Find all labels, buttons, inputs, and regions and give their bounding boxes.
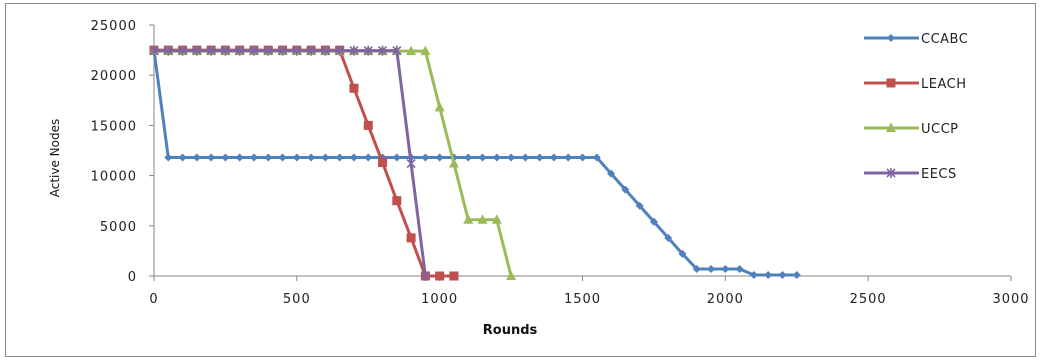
- data-point-eecs: [407, 159, 415, 169]
- data-point-leach: [435, 272, 444, 281]
- y-tick-label: 5000: [100, 220, 137, 235]
- data-point-ccabc: [579, 154, 587, 162]
- data-point-ccabc: [350, 154, 358, 162]
- legend-label: EECS: [921, 167, 957, 182]
- data-point-leach: [392, 196, 401, 205]
- data-point-ccabc: [164, 154, 172, 162]
- x-tick-label: 500: [283, 292, 311, 307]
- line-chart: 0 5000 10000 15000 20000 25000 0 500 1000 1500 200…: [6, 4, 1037, 358]
- data-point-ccabc: [564, 154, 572, 162]
- data-point-ccabc: [464, 154, 472, 162]
- legend-marker-leach: [887, 79, 896, 88]
- data-point-ccabc: [521, 154, 529, 162]
- data-point-ccabc: [507, 154, 515, 162]
- data-point-ccabc: [778, 271, 786, 279]
- data-point-ccabc: [707, 265, 715, 273]
- data-point-ccabc: [721, 265, 729, 273]
- data-point-ccabc: [264, 154, 272, 162]
- y-tick-label: 0: [128, 270, 137, 285]
- y-axis-title: Active Nodes: [48, 119, 62, 198]
- legend-label: UCCP: [921, 122, 959, 137]
- data-point-ccabc: [221, 154, 229, 162]
- y-tick-label: 10000: [91, 170, 137, 185]
- x-tick-label: 1500: [564, 292, 601, 307]
- x-axis-title: Rounds: [483, 323, 538, 338]
- data-point-ccabc: [179, 154, 187, 162]
- data-point-ccabc: [793, 271, 801, 279]
- data-point-uccp: [506, 271, 516, 281]
- x-tick-label: 2000: [707, 292, 744, 307]
- x-tick-label: 3000: [992, 292, 1029, 307]
- data-point-ccabc: [764, 271, 772, 279]
- data-point-ccabc: [493, 154, 501, 162]
- data-point-uccp: [449, 158, 459, 168]
- data-point-leach: [364, 121, 373, 130]
- data-point-ccabc: [321, 154, 329, 162]
- data-point-leach: [349, 84, 358, 93]
- data-point-leach: [449, 272, 458, 281]
- axes: 0 5000 10000 15000 20000 25000 0 500 1000 1500 200…: [91, 19, 1030, 307]
- chart-frame: 0 5000 10000 15000 20000 25000 0 500 1000 1500 200…: [5, 3, 1036, 357]
- x-tick-label: 2500: [850, 292, 887, 307]
- data-point-ccabc: [436, 154, 444, 162]
- data-point-ccabc: [293, 154, 301, 162]
- data-point-leach: [378, 158, 387, 167]
- y-tick-label: 25000: [91, 19, 137, 34]
- y-tick-label: 15000: [91, 119, 137, 134]
- data-point-ccabc: [279, 154, 287, 162]
- data-point-ccabc: [207, 154, 215, 162]
- data-point-ccabc: [421, 154, 429, 162]
- legend-item-ccabc: CCABC: [864, 32, 968, 47]
- legend-item-leach: LEACH: [864, 77, 966, 92]
- data-point-ccabc: [193, 154, 201, 162]
- legend: CCABC LEACH UCCP EECS: [864, 32, 968, 182]
- legend-item-uccp: UCCP: [864, 122, 959, 137]
- series-line-ccabc: [154, 50, 797, 275]
- data-point-ccabc: [364, 154, 372, 162]
- series-layer: [149, 46, 801, 281]
- data-point-ccabc: [536, 154, 544, 162]
- x-tick-label: 0: [149, 292, 158, 307]
- legend-label: LEACH: [921, 77, 966, 92]
- data-point-ccabc: [550, 154, 558, 162]
- data-point-ccabc: [236, 154, 244, 162]
- y-tick-label: 20000: [91, 69, 137, 84]
- legend-label: CCABC: [921, 32, 968, 47]
- legend-marker-ccabc: [887, 34, 895, 42]
- x-tick-label: 1000: [421, 292, 458, 307]
- data-point-ccabc: [393, 154, 401, 162]
- series-uccp: [149, 46, 516, 280]
- data-point-ccabc: [250, 154, 258, 162]
- data-point-ccabc: [479, 154, 487, 162]
- data-point-leach: [407, 233, 416, 242]
- series-eecs: [150, 46, 429, 281]
- series-ccabc: [150, 46, 801, 279]
- series-line-uccp: [154, 51, 511, 276]
- legend-item-eecs: EECS: [864, 167, 957, 182]
- data-point-ccabc: [336, 154, 344, 162]
- data-point-uccp: [435, 102, 445, 112]
- data-point-ccabc: [307, 154, 315, 162]
